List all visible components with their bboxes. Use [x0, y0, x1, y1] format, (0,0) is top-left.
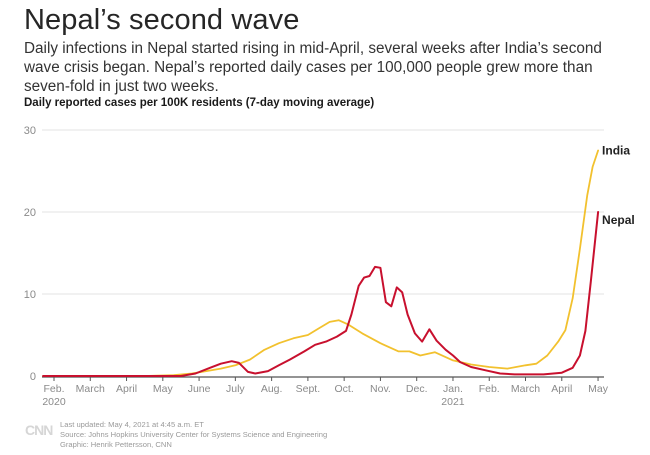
last-updated: Last updated: May 4, 2021 at 4:45 a.m. E…	[60, 420, 204, 429]
x-tick-label: April	[116, 383, 137, 395]
series-end-labels: India Nepal	[602, 144, 635, 228]
x-tick-label: Dec.	[406, 383, 428, 395]
x-tick-label: July	[226, 383, 245, 395]
x-tick-label: Sept.	[296, 383, 321, 395]
x-tick-label: Feb.	[479, 383, 500, 395]
x-tick-label: May	[588, 383, 609, 395]
gridlines: 0 10 20 30	[24, 125, 604, 383]
chart-title: Nepal’s second wave	[24, 4, 300, 36]
source-credit: Source: Johns Hopkins University Center …	[60, 430, 328, 439]
x-tick-sublabel: 2021	[441, 396, 465, 408]
y-axis-label: Daily reported cases per 100K residents …	[24, 97, 375, 109]
cnn-logo-icon: CNN	[25, 422, 53, 438]
x-tick-label: May	[153, 383, 174, 395]
series-label-nepal: Nepal	[602, 213, 635, 227]
x-tick-label: Jan.	[443, 383, 463, 395]
series-lines	[42, 149, 600, 377]
y-tick-label: 10	[24, 289, 36, 301]
x-tick-label: April	[551, 383, 572, 395]
x-tick-label: June	[188, 383, 211, 395]
x-tick-sublabel: 2020	[42, 396, 66, 408]
x-tick-label: Feb.	[43, 383, 64, 395]
x-tick-label: March	[76, 383, 105, 395]
series-line-india	[42, 149, 599, 377]
x-tick-label: Oct.	[335, 383, 354, 395]
y-tick-label: 20	[24, 207, 36, 219]
series-label-india: India	[602, 144, 630, 158]
x-tick-label: Nov.	[370, 383, 391, 395]
y-tick-label: 0	[30, 371, 36, 383]
y-tick-label: 30	[24, 125, 36, 137]
x-tick-label: March	[511, 383, 540, 395]
graphic-credit: Graphic: Henrik Pettersson, CNN	[60, 440, 172, 449]
series-line-nepal	[42, 211, 600, 377]
chart-subtitle: Daily infections in Nepal started rising…	[24, 40, 602, 95]
x-tick-label: Aug.	[261, 383, 283, 395]
